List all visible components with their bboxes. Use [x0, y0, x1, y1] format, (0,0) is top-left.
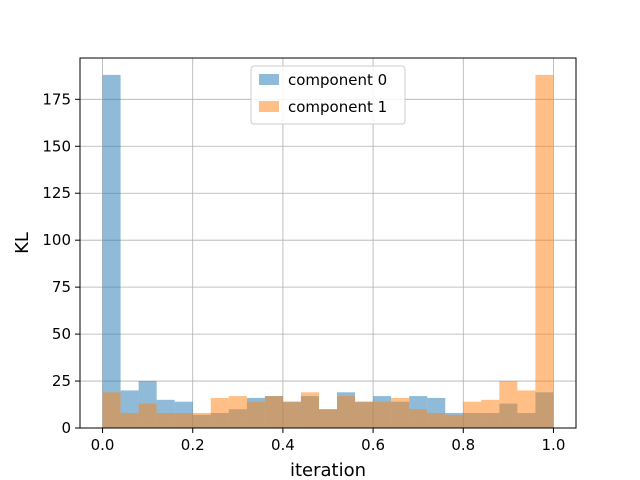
histogram-bar-component-1	[246, 401, 265, 428]
histogram-bar-component-1	[373, 401, 392, 428]
x-tick-label: 0.4	[271, 436, 295, 454]
histogram-bar-component-1	[499, 381, 518, 428]
y-tick-label: 150	[42, 137, 71, 155]
x-tick-label: 0.8	[451, 436, 475, 454]
bars	[102, 74, 554, 428]
plot-frame	[79, 57, 577, 429]
histogram-bar-component-1	[300, 392, 319, 428]
histogram-bar-component-1	[427, 412, 446, 428]
histogram-bar-component-1	[517, 390, 536, 428]
histogram-bar-component-1	[391, 397, 410, 428]
legend-swatch	[259, 74, 279, 85]
histogram-bar-component-1	[337, 396, 356, 428]
legend: component 0 component 1	[250, 65, 406, 125]
legend-swatch	[259, 101, 279, 112]
histogram-bar-component-1	[463, 401, 482, 428]
histogram-bar-component-1	[228, 396, 247, 428]
histogram-bar-component-1	[481, 399, 500, 428]
histogram-bar-component-1	[174, 412, 193, 428]
x-tick-label: 0.2	[181, 436, 205, 454]
histogram-bar-component-0	[102, 74, 121, 428]
y-tick-label: 50	[52, 325, 71, 343]
x-tick-label: 0.6	[361, 436, 385, 454]
legend-label: component 1	[288, 98, 387, 116]
histogram-bar-component-1	[120, 412, 139, 428]
histogram-bar-component-1	[355, 401, 374, 428]
histogram-bar-component-1	[138, 403, 157, 428]
histogram-bar-component-1	[445, 414, 464, 428]
legend-box	[250, 65, 406, 125]
histogram-bar-component-1	[102, 392, 121, 428]
y-axis-title: KL	[12, 232, 33, 254]
histogram-bar-component-1	[210, 397, 229, 428]
y-tick-label: 75	[52, 278, 71, 296]
histogram-bar-component-1	[409, 409, 428, 428]
histogram-bar-component-1	[264, 396, 283, 428]
y-tick-label: 175	[42, 90, 71, 108]
axis-ticks: 0.0 0.2 0.4 0.6 0.8 1.0 0 25 50 75 100 125 150 175	[42, 90, 565, 454]
y-tick-label: 125	[42, 184, 71, 202]
histogram-bar-component-1	[318, 409, 338, 428]
x-tick-label: 0.0	[91, 436, 115, 454]
histogram-bar-component-1	[192, 412, 211, 428]
histogram-bar-component-1	[156, 412, 175, 428]
histogram-bar-component-1	[535, 74, 554, 428]
x-tick-label: 1.0	[542, 436, 566, 454]
y-tick-label: 0	[61, 419, 71, 437]
y-tick-label: 100	[42, 231, 71, 249]
y-tick-label: 25	[52, 372, 71, 390]
histogram-bar-component-1	[282, 401, 301, 428]
legend-label: component 0	[288, 71, 387, 89]
x-axis-title: iteration	[290, 460, 366, 480]
